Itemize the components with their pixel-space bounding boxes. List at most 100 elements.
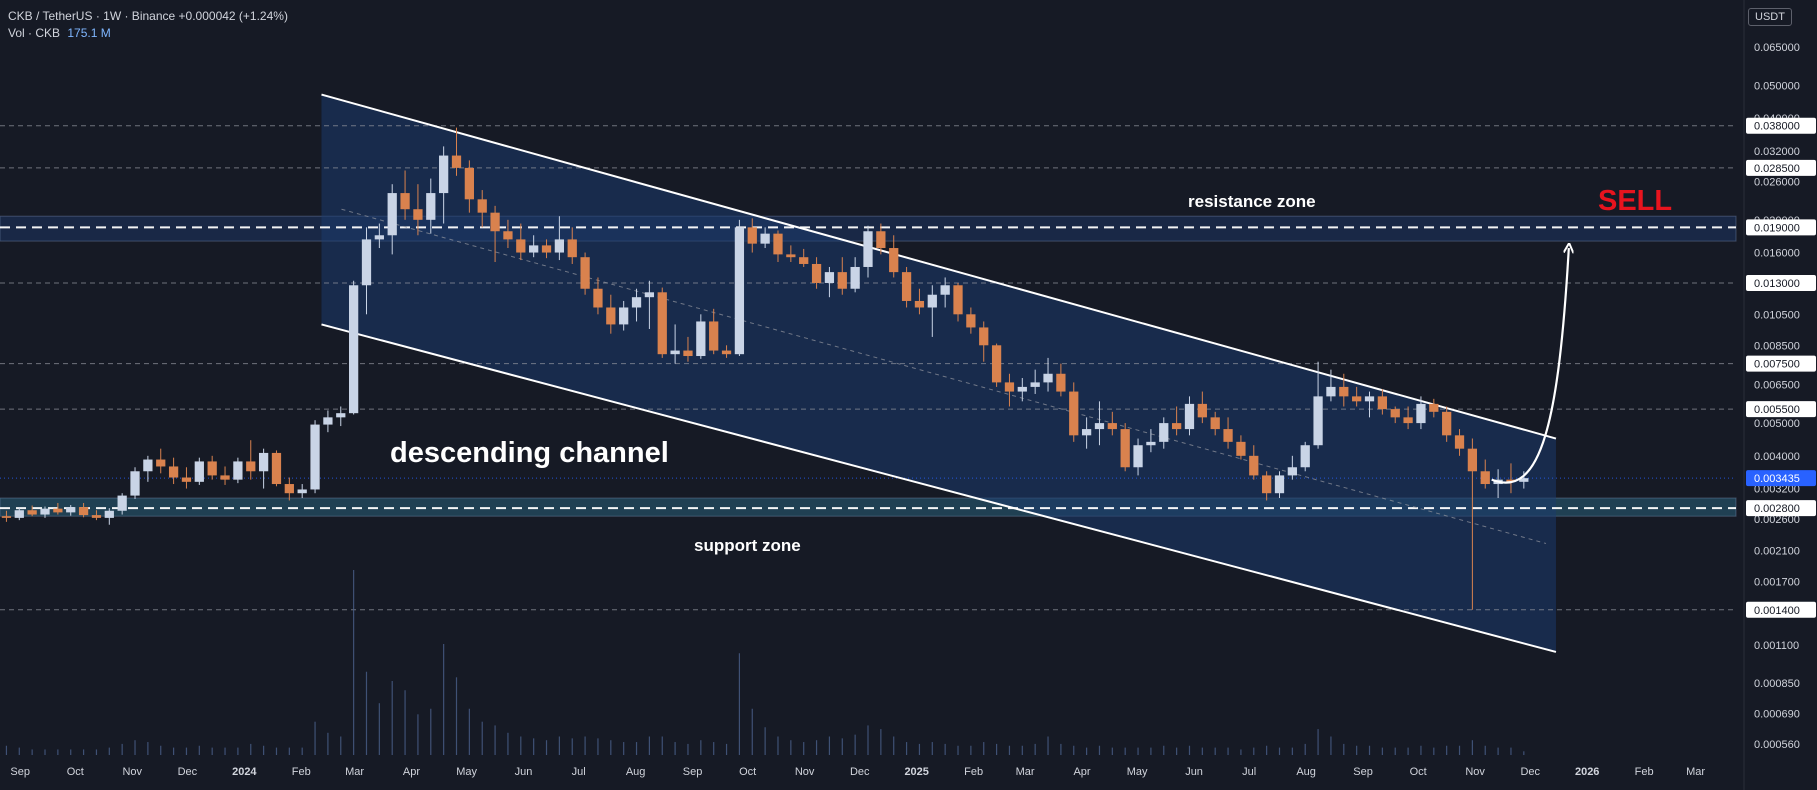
x-tick-label-12: Sep [683,766,703,778]
volume-line: Vol · CKB 175.1 M [8,25,288,42]
candle-72 [927,285,937,337]
candle-body [1081,429,1092,436]
candle-90 [1159,417,1169,449]
candle-body [1429,403,1439,412]
candle-39 [503,219,513,249]
candle-48 [619,300,629,331]
candle-93 [1197,391,1207,424]
candle-body [194,461,204,482]
currency-selector[interactable]: USDT [1748,8,1792,26]
candle-body [400,193,410,210]
candle-118 [1519,471,1529,489]
candle-body [541,245,552,253]
candle-103 [1326,369,1336,402]
symbol-line: CKB / TetherUS · 1W · Binance +0.000042 … [8,8,288,25]
y-tick-label-0: 0.065000 [1754,42,1800,54]
candle-109 [1403,406,1413,430]
y-tick-label-8: 0.008500 [1754,340,1800,352]
candle-63 [811,257,822,289]
candle-body [863,231,873,267]
candle-body [1480,471,1490,485]
candle-105 [1352,386,1362,407]
candle-68 [876,223,886,255]
channel-mid-line [341,208,1547,544]
candle-104 [1339,373,1349,407]
candle-74 [953,282,963,322]
candle-111 [1429,398,1439,418]
symbol-title[interactable]: CKB / TetherUS · 1W · Binance [8,9,176,23]
candle-body [464,167,474,200]
x-tick-label-9: Jun [515,766,533,778]
candle-6 [78,502,89,518]
candle-body [593,288,603,308]
candle-55 [709,308,719,355]
candle-body [786,254,796,258]
candle-body [1364,396,1375,402]
candle-body [1146,441,1156,446]
candle-42 [541,239,552,259]
candle-body [1030,382,1040,387]
x-tick-label-25: Oct [1410,766,1427,778]
chart-header: CKB / TetherUS · 1W · Binance +0.000042 … [8,8,288,42]
x-tick-label-3: Dec [178,766,198,778]
candle-body [1056,373,1066,392]
candle-5 [66,505,76,516]
candle-75 [966,307,976,334]
candle-96 [1236,435,1246,460]
candle-body [567,239,577,258]
current-price-tag-label: 0.003435 [1754,473,1800,485]
level-tag-label-6: 0.002800 [1754,503,1800,515]
candle-46 [593,277,603,315]
y-tick-label-13: 0.002600 [1754,514,1800,526]
candle-19 [246,440,256,480]
candle-97 [1249,445,1259,480]
candle-body [1094,423,1105,430]
x-tick-label-2: Nov [122,766,142,778]
candle-86 [1107,411,1117,436]
level-tag-label-0: 0.038000 [1754,121,1800,133]
candle-body [40,508,50,515]
candle-body [1133,445,1143,468]
candle-body [1069,391,1079,436]
candle-22 [284,477,294,501]
candle-23 [297,484,307,499]
candle-30 [387,184,397,255]
level-tag-label-5: 0.005500 [1754,404,1800,416]
candle-91 [1171,406,1182,436]
candle-body [1442,411,1452,436]
candle-76 [979,321,989,362]
candle-body [940,285,950,295]
level-tag-5 [1746,401,1816,418]
candle-31 [400,170,410,220]
candle-body [220,475,230,480]
candle-100 [1287,455,1297,480]
candle-44 [567,227,577,264]
candle-body [439,155,449,194]
candle-body [1184,403,1195,430]
x-tick-label-28: 2026 [1575,766,1599,778]
price-change: +0.000042 (+1.24%) [178,9,288,23]
candle-body [1506,479,1516,482]
x-tick-label-26: Nov [1465,766,1485,778]
candle-21 [271,450,282,487]
descending-channel-area [321,94,1556,652]
candle-body [130,471,140,496]
volume-label: Vol · CKB [8,26,61,40]
candle-body [991,345,1002,383]
candle-80 [1030,369,1040,394]
candle-body [91,515,102,518]
x-tick-label-22: Jul [1242,766,1256,778]
x-tick-label-5: Feb [292,766,311,778]
candle-85 [1094,401,1105,446]
candle-66 [850,257,860,293]
candle-body [503,231,513,240]
candle-body [927,294,937,308]
candle-83 [1069,382,1079,442]
candle-body [387,193,397,236]
candle-body [1403,417,1413,424]
candle-body [1352,396,1362,402]
x-tick-label-7: Apr [403,766,420,778]
candle-body [1210,417,1220,430]
